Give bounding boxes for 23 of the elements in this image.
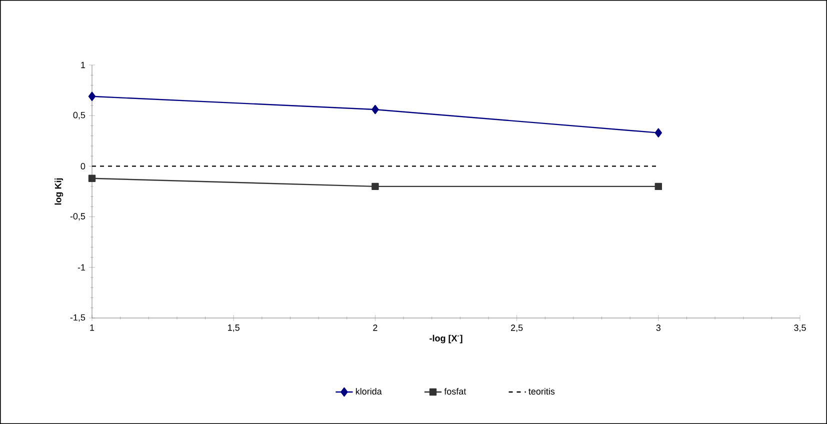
x-tick-label: 2,5 [511, 324, 523, 332]
y-tick-label: 0,5 [73, 112, 86, 120]
legend-label: teoritis [528, 388, 555, 395]
legend-label: klorida [356, 388, 382, 395]
x-tick-label: 3 [656, 324, 661, 331]
point [654, 182, 662, 190]
point [372, 182, 379, 190]
legend-label: fosfat [444, 388, 466, 395]
y-tick-label: 0 [80, 163, 86, 170]
y-axis-title: log Kij [54, 178, 64, 205]
x-tick-label: 1 [90, 324, 94, 331]
point [88, 174, 96, 182]
y-tick-label: 1 [81, 62, 86, 68]
y-tick-label: -0,5 [70, 213, 86, 221]
y-tick-label: -1 [78, 264, 86, 270]
point [654, 128, 662, 138]
x-tick-label: 2 [373, 324, 378, 331]
y-tick-label: -1,5 [70, 314, 86, 322]
x-tick-label: 1,5 [228, 324, 240, 332]
x-tick-label: 3,5 [794, 324, 806, 332]
point [88, 92, 96, 101]
point [372, 104, 379, 114]
x-axis-title: -log [X$^{-}$] [430, 334, 462, 344]
